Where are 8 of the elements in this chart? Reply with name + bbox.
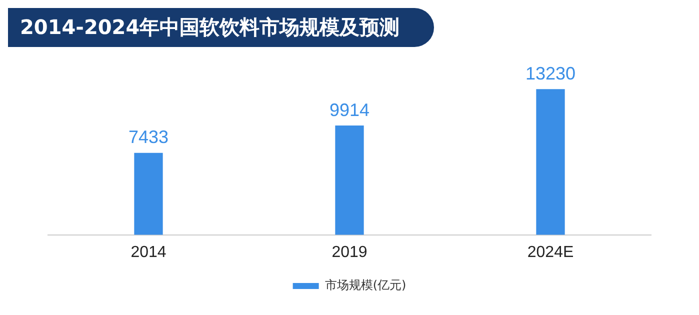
legend-label: 市场规模(亿元) [324,278,406,292]
x-tick-label: 2014 [130,244,166,261]
x-tick-label: 2019 [332,244,368,261]
data-label: 7433 [128,127,169,148]
data-label: 9914 [329,100,370,120]
data-label: 13230 [525,63,576,84]
chart-title: 2014-2024年中国软饮料市场规模及预测 [8,8,434,47]
x-tick-label: 2024E [527,244,574,261]
